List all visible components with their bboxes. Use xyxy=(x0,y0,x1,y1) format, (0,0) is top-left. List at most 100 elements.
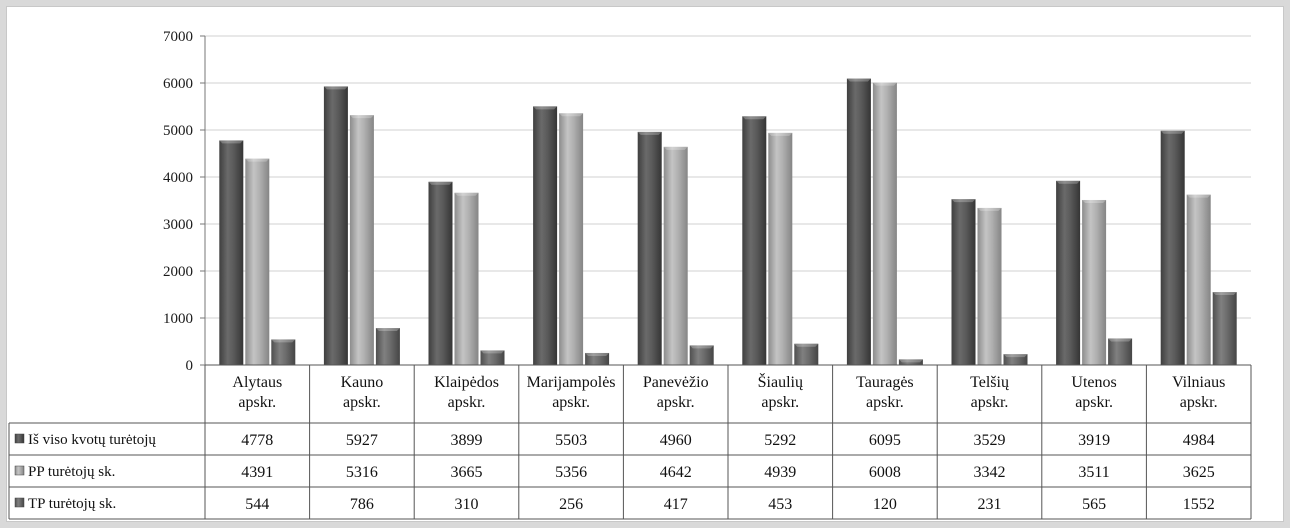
data-label: 3919 xyxy=(1078,432,1110,449)
data-label: 310 xyxy=(455,496,479,513)
category-label: Klaipėdos xyxy=(434,374,499,391)
y-tick-label: 7000 xyxy=(163,29,193,45)
series-label: TP turėtojų sk. xyxy=(28,496,116,512)
y-tick-label: 4000 xyxy=(163,170,193,186)
category-label: apskr. xyxy=(448,394,486,411)
category-label: apskr. xyxy=(761,394,799,411)
bar xyxy=(977,207,1002,365)
bar xyxy=(480,350,505,365)
data-label: 256 xyxy=(559,496,583,513)
category-label: apskr. xyxy=(971,394,1009,411)
gridlines xyxy=(200,35,1251,366)
category-label: Telšių xyxy=(970,374,1010,391)
data-label: 4960 xyxy=(660,432,692,449)
bar xyxy=(1160,130,1185,365)
data-table: Alytaus apskr. Kauno apskr. Klaipėdos apskr. M… xyxy=(8,364,1252,520)
data-label: 6008 xyxy=(869,464,901,481)
bar xyxy=(637,131,662,365)
data-label: 786 xyxy=(350,496,374,513)
data-label: 3625 xyxy=(1183,464,1215,481)
bar xyxy=(585,352,610,365)
category-label: Kauno xyxy=(341,374,384,391)
bar xyxy=(323,86,348,365)
bar xyxy=(872,82,897,366)
bar xyxy=(454,192,479,365)
category-label: Marijampolės xyxy=(527,374,616,391)
chart-frame: 0 1000 2000 3000 4000 5000 6000 7000 Alytaus aps… xyxy=(6,6,1284,522)
chart-svg: 0 1000 2000 3000 4000 5000 6000 7000 Alytaus aps… xyxy=(8,29,1252,520)
bar xyxy=(846,78,871,365)
data-label: 5503 xyxy=(555,432,587,449)
legend-key xyxy=(14,433,25,444)
data-label: 4984 xyxy=(1183,432,1215,449)
data-label: 3529 xyxy=(974,432,1006,449)
data-label: 417 xyxy=(664,496,688,513)
data-label: 453 xyxy=(768,496,792,513)
bar xyxy=(375,328,400,365)
bar xyxy=(663,146,688,365)
category-label: apskr. xyxy=(657,394,695,411)
series-label: PP turėtojų sk. xyxy=(28,464,115,480)
bar xyxy=(951,199,976,365)
bar xyxy=(1186,194,1211,365)
category-label: Panevėžio xyxy=(643,374,709,391)
data-label: 6095 xyxy=(869,432,901,449)
data-label: 5356 xyxy=(555,464,587,481)
data-label: 5927 xyxy=(346,432,378,449)
data-label: 5292 xyxy=(764,432,796,449)
data-label: 544 xyxy=(245,496,269,513)
category-label: Vilniaus xyxy=(1172,374,1225,391)
bars xyxy=(219,78,1237,366)
y-tick-label: 5000 xyxy=(163,123,193,139)
bar xyxy=(1212,292,1237,365)
data-label: 231 xyxy=(978,496,1002,513)
bar xyxy=(559,113,584,365)
category-label: apskr. xyxy=(552,394,590,411)
data-label: 4778 xyxy=(241,432,273,449)
data-label: 3665 xyxy=(451,464,483,481)
category-label: apskr. xyxy=(343,394,381,411)
y-tick-label: 3000 xyxy=(163,217,193,233)
data-label: 1552 xyxy=(1183,496,1215,513)
category-label: Tauragės xyxy=(856,374,914,391)
data-label: 120 xyxy=(873,496,897,513)
category-label: Utenos xyxy=(1071,374,1116,391)
bar xyxy=(794,343,819,365)
data-label: 4939 xyxy=(764,464,796,481)
data-label: 3511 xyxy=(1078,464,1109,481)
series-label: Iš viso kvotų turėtojų xyxy=(28,432,156,448)
bar xyxy=(1108,338,1133,365)
category-label: apskr. xyxy=(238,394,276,411)
y-tick-label: 2000 xyxy=(163,264,193,280)
bar xyxy=(219,140,244,365)
data-label: 565 xyxy=(1082,496,1106,513)
bar xyxy=(742,116,767,365)
bar xyxy=(768,132,793,365)
bar xyxy=(349,115,374,365)
bar xyxy=(428,181,453,365)
y-tick-label: 6000 xyxy=(163,76,193,92)
y-tick-label: 1000 xyxy=(163,311,193,327)
bar xyxy=(1056,180,1081,365)
bar xyxy=(898,359,923,365)
bar xyxy=(533,106,558,365)
category-label: Alytaus xyxy=(232,374,282,391)
data-label: 5316 xyxy=(346,464,378,481)
category-label: apskr. xyxy=(866,394,904,411)
data-label: 3342 xyxy=(974,464,1006,481)
category-label: apskr. xyxy=(1180,394,1218,411)
bar xyxy=(689,345,714,365)
y-tick-label: 0 xyxy=(186,358,194,374)
bar xyxy=(245,158,270,365)
legend-key xyxy=(14,465,25,476)
category-label: apskr. xyxy=(1075,394,1113,411)
bar xyxy=(271,339,296,365)
data-label: 3899 xyxy=(451,432,483,449)
data-label: 4391 xyxy=(241,464,273,481)
data-label: 4642 xyxy=(660,464,692,481)
y-axis: 0 1000 2000 3000 4000 5000 6000 7000 xyxy=(163,29,193,374)
bar xyxy=(1003,354,1028,365)
bar xyxy=(1082,199,1107,365)
category-label: Šiaulių xyxy=(758,372,804,391)
legend-key xyxy=(14,497,25,508)
